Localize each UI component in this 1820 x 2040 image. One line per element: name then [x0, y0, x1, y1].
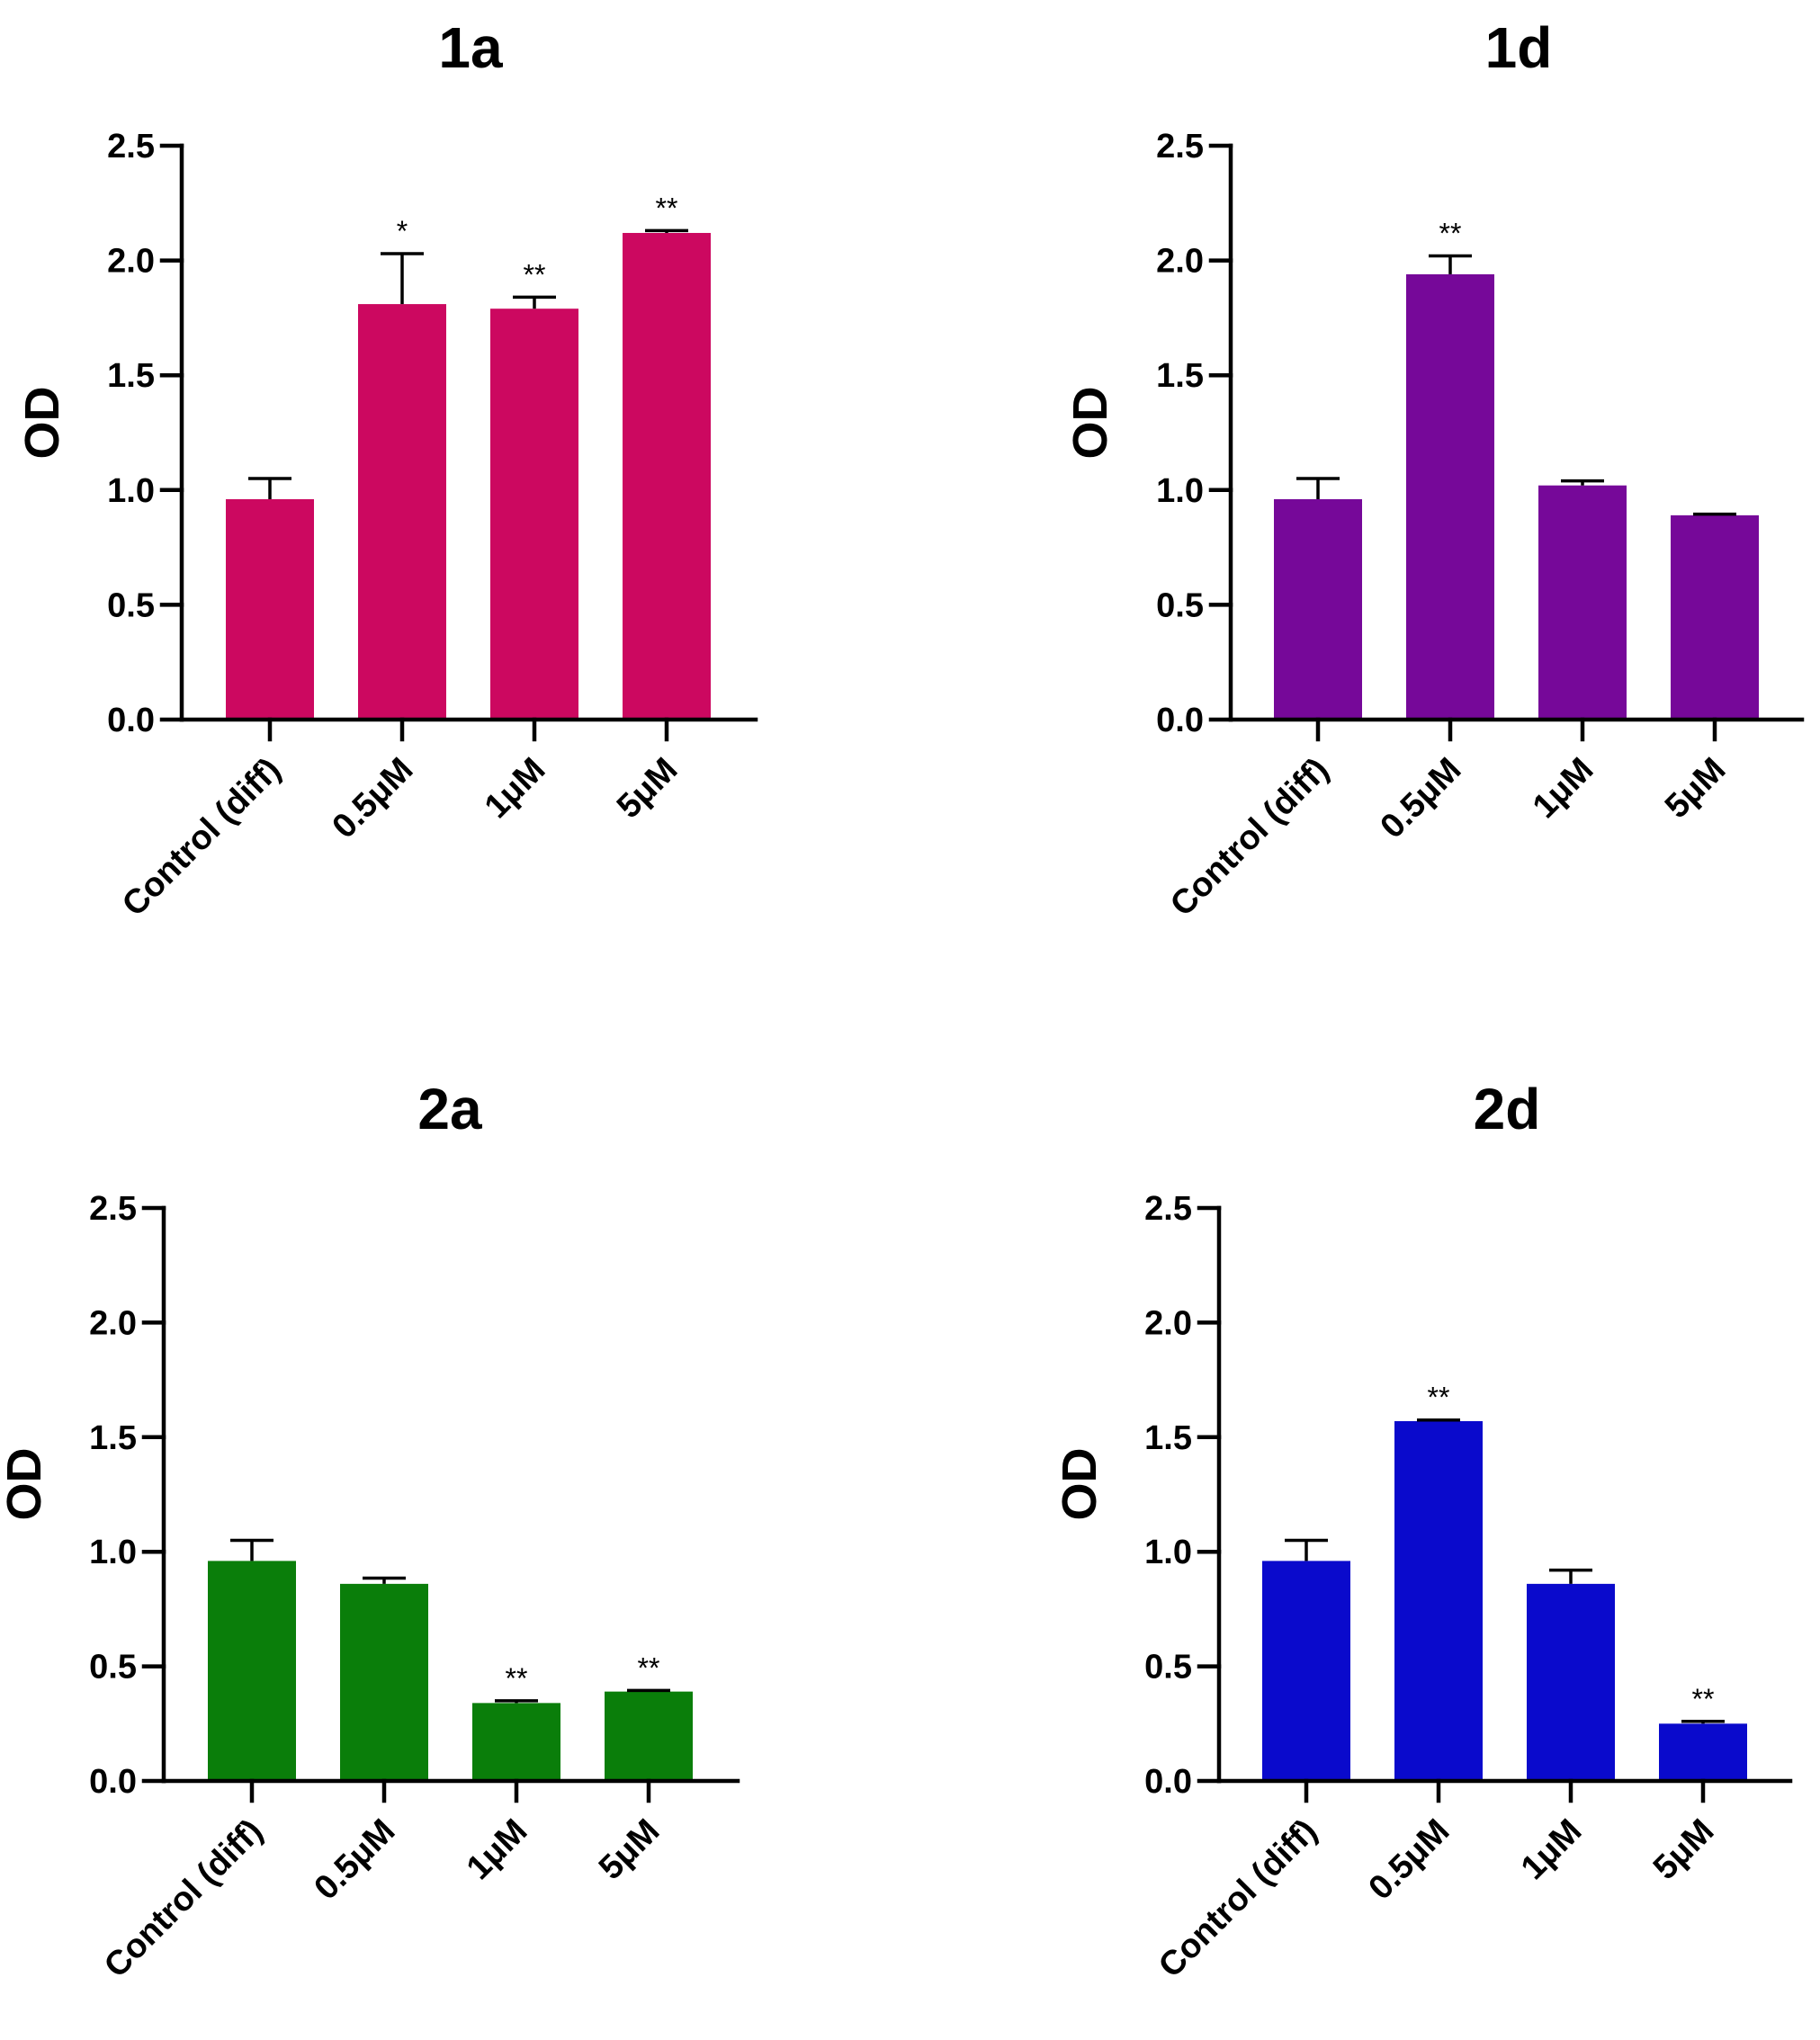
bar [1671, 514, 1759, 720]
bar [472, 1703, 560, 1781]
panel-title: 1a [438, 15, 503, 80]
y-tick-label: 2.5 [1156, 128, 1204, 166]
x-tick-label: 5μM [1658, 751, 1733, 826]
x-tick-label: 5μM [592, 1812, 667, 1887]
bar [208, 1561, 296, 1781]
y-tick-label: 2.0 [1156, 243, 1204, 281]
x-tick-label: 1μM [1514, 1812, 1589, 1887]
y-tick-label: 1.5 [107, 357, 155, 395]
y-tick-label: 2.5 [89, 1190, 137, 1228]
bar [1538, 485, 1627, 720]
bar [1274, 499, 1362, 720]
x-tick-label: 0.5μM [325, 751, 420, 846]
bar [340, 1583, 428, 1781]
bar [1394, 1420, 1483, 1781]
x-tick-label: 0.5μM [307, 1812, 402, 1908]
x-tick-label: 1μM [1526, 751, 1600, 826]
y-tick-label: 0.0 [1156, 702, 1204, 739]
x-tick-label: 0.5μM [1361, 1812, 1457, 1908]
chart-panel-2a: 2a OD ** ** 0.0 0.5 1.0 1.5 2.0 2.5 Control (diff)… [0, 1077, 740, 1985]
y-tick-label: 2.0 [107, 243, 155, 281]
y-tick-label: 0.5 [89, 1649, 137, 1687]
y-tick-label: 1.0 [1156, 472, 1204, 510]
y-axis-label: OD [1063, 387, 1117, 460]
y-tick-label: 0.0 [107, 702, 155, 739]
y-tick-label: 0.0 [89, 1763, 137, 1801]
y-axis-label: OD [1053, 1448, 1107, 1521]
x-tick-label: Control (diff) [115, 751, 288, 924]
bar [1527, 1583, 1615, 1781]
bar [358, 304, 446, 720]
y-tick-label: 1.5 [1144, 1419, 1192, 1457]
y-tick-label: 2.0 [1144, 1304, 1192, 1342]
chart-panel-1d: 1d OD ** 0.0 0.5 1.0 1.5 2.0 2.5 Control (diff) 0.… [1063, 15, 1805, 924]
x-tick-label: Control (diff) [1163, 751, 1336, 924]
significance-label: * [397, 215, 408, 247]
y-tick-label: 0.5 [1156, 586, 1204, 624]
bar [605, 1691, 693, 1781]
significance-label: ** [1439, 217, 1462, 249]
y-axis-label: OD [15, 387, 69, 460]
y-tick-label: 1.5 [1156, 357, 1204, 395]
y-tick-label: 2.5 [107, 128, 155, 166]
panel-title: 1d [1485, 15, 1553, 80]
x-tick-label: 1μM [460, 1812, 534, 1887]
x-tick-label: 5μM [610, 751, 685, 826]
y-tick-label: 2.5 [1144, 1190, 1192, 1228]
significance-label: ** [638, 1651, 660, 1684]
x-tick-label: 0.5μM [1373, 751, 1468, 846]
y-tick-label: 0.5 [1144, 1649, 1192, 1687]
significance-label: ** [656, 192, 678, 224]
x-tick-label: 1μM [478, 751, 552, 826]
chart-panel-2d: 2d OD ** ** 0.0 0.5 1.0 1.5 2.0 2.5 Control (diff)… [1053, 1077, 1793, 1985]
bar [1659, 1723, 1747, 1781]
bar [1406, 273, 1494, 720]
significance-label: ** [506, 1662, 528, 1695]
significance-label: ** [1428, 1382, 1450, 1414]
y-tick-label: 0.5 [107, 586, 155, 624]
y-tick-label: 2.0 [89, 1304, 137, 1342]
y-tick-label: 1.0 [107, 472, 155, 510]
y-axis-label: OD [0, 1448, 51, 1521]
significance-label: ** [524, 258, 546, 291]
x-tick-label: 5μM [1646, 1812, 1721, 1887]
bar [1262, 1561, 1350, 1781]
bar [623, 232, 711, 720]
x-tick-label: Control (diff) [97, 1812, 270, 1985]
panel-title: 2a [417, 1077, 482, 1141]
y-tick-label: 1.0 [1144, 1534, 1192, 1571]
y-tick-label: 1.0 [89, 1534, 137, 1571]
panel-title: 2d [1474, 1077, 1541, 1141]
bar [226, 499, 314, 720]
significance-label: ** [1692, 1683, 1715, 1715]
y-tick-label: 1.5 [89, 1419, 137, 1457]
x-tick-label: Control (diff) [1152, 1812, 1324, 1985]
bar [490, 309, 578, 720]
y-tick-label: 0.0 [1144, 1763, 1192, 1801]
